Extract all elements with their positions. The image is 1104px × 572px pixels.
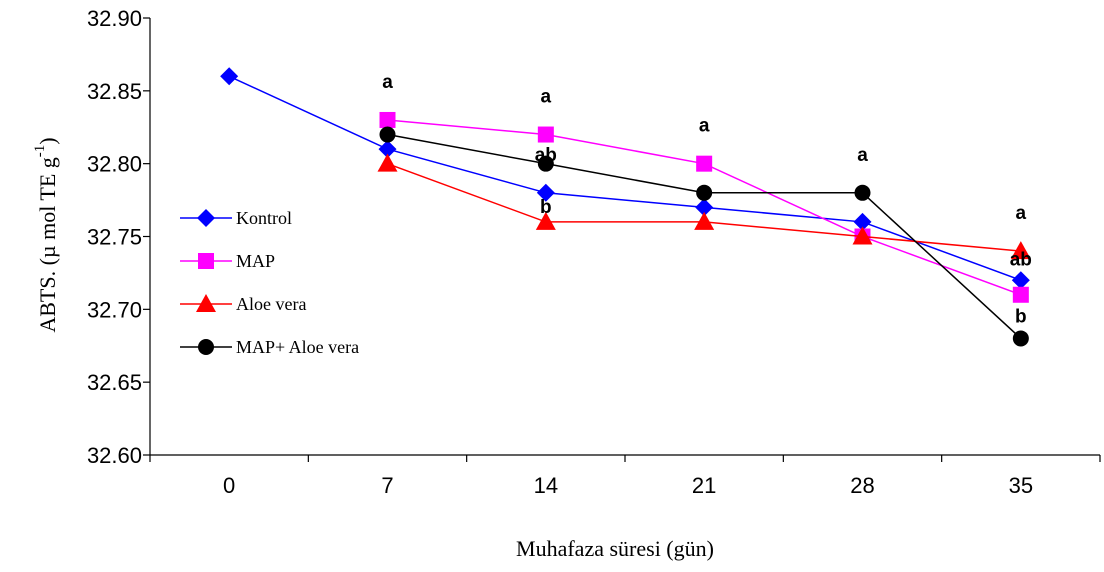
legend-label: MAP: [236, 251, 275, 271]
data-point: [854, 184, 871, 201]
data-point: [1012, 286, 1029, 303]
x-tick-label: 21: [692, 473, 716, 498]
y-tick-label: 32.75: [87, 225, 142, 250]
data-point: [1012, 330, 1029, 347]
legend-label: Kontrol: [236, 208, 292, 228]
legend-entry: MAP+ Aloe vera: [180, 337, 359, 357]
data-point: [696, 184, 713, 201]
y-tick-label: 32.90: [87, 6, 142, 31]
legend-entry: Kontrol: [180, 208, 292, 228]
axes: 32.60 32.65 32.70 32.75 32.80 32.85 32.90 0 7 14 2…: [87, 6, 1101, 498]
significance-label: a: [857, 145, 868, 166]
series-layer: [220, 67, 1031, 347]
significance-label: ab: [1010, 250, 1032, 271]
x-tick-label: 14: [534, 473, 558, 498]
significance-label: a: [541, 86, 552, 107]
data-point: [537, 126, 554, 143]
data-point: [537, 155, 554, 172]
legend-marker: [198, 339, 214, 355]
significance-label: ab: [535, 145, 557, 166]
x-axis-title: Muhafaza süresi (gün): [516, 536, 714, 561]
legend-entry: MAP: [180, 251, 275, 271]
data-point: [696, 155, 713, 172]
y-tick-label: 32.80: [87, 152, 142, 177]
legend-entry: Aloe vera: [180, 294, 306, 314]
y-tick-label: 32.85: [87, 79, 142, 104]
significance-label: b: [540, 197, 552, 218]
y-tick-label: 32.60: [87, 443, 142, 468]
y-axis-title: ABTS. (µ mol TE g-1): [32, 137, 60, 332]
significance-label: a: [1016, 203, 1027, 224]
x-tick-label: 7: [381, 473, 393, 498]
x-tick-label: 0: [223, 473, 235, 498]
y-tick-label: 32.65: [87, 370, 142, 395]
data-point: [853, 212, 872, 231]
y-tick-label: 32.70: [87, 297, 142, 322]
significance-label: a: [699, 116, 710, 137]
legend-label: MAP+ Aloe vera: [236, 337, 359, 357]
x-tick-label: 35: [1009, 473, 1033, 498]
annotation-layer: a a ab b a a a ab b: [382, 72, 1032, 328]
series-map-aloe-vera: [379, 126, 1029, 347]
data-point: [695, 198, 714, 217]
y-axis-title-main: ABTS. (µ mol TE g: [35, 157, 60, 332]
data-point: [379, 126, 396, 143]
legend: Kontrol MAP Aloe vera MAP+ Aloe vera: [180, 208, 359, 357]
data-point: [379, 111, 396, 128]
legend-label: Aloe vera: [236, 294, 306, 314]
data-point: [1011, 271, 1030, 290]
x-tick-label: 28: [850, 473, 874, 498]
series-kontrol: [220, 67, 1030, 290]
legend-marker: [196, 294, 216, 312]
data-point: [852, 226, 873, 245]
data-point: [694, 211, 715, 230]
data-point: [377, 153, 398, 172]
y-axis-title-superscript: -1: [32, 145, 48, 158]
series-line: [228, 75, 1022, 281]
data-point: [536, 183, 555, 202]
y-axis-title-close: ): [35, 137, 60, 144]
data-point: [220, 67, 239, 86]
significance-label: b: [1015, 306, 1027, 327]
data-point: [378, 140, 397, 159]
data-point: [535, 211, 556, 230]
legend-marker: [198, 253, 214, 269]
significance-label: a: [382, 72, 393, 93]
data-point: [1010, 241, 1031, 260]
legend-marker: [197, 209, 215, 227]
